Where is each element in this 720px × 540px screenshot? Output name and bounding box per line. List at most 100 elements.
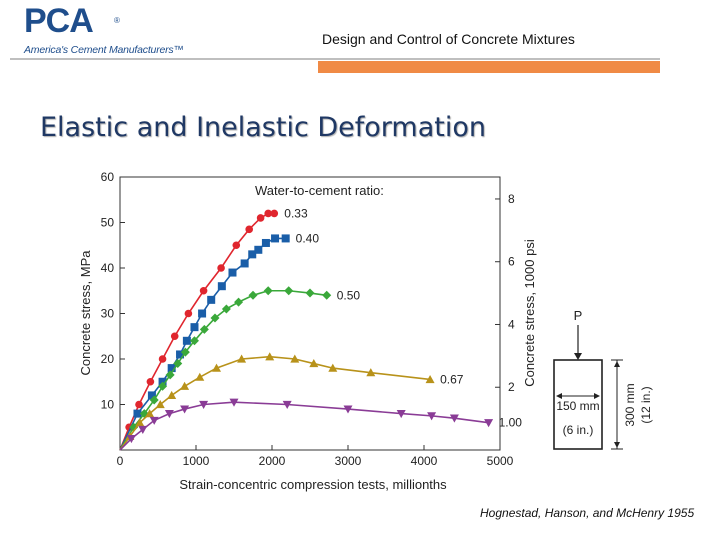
x-axis-label: Strain-concentric compression tests, mil… bbox=[179, 477, 447, 492]
data-point bbox=[425, 374, 435, 384]
series-line bbox=[119, 355, 431, 451]
series-1.00: 1.00 bbox=[119, 398, 522, 451]
data-point bbox=[158, 355, 167, 363]
x-tick-label: 1000 bbox=[183, 454, 210, 468]
data-point bbox=[240, 259, 249, 268]
data-point bbox=[146, 377, 155, 386]
series-label: 0.40 bbox=[296, 231, 320, 245]
data-point bbox=[126, 435, 136, 444]
width-label-in: (6 in.) bbox=[563, 423, 594, 437]
data-point bbox=[180, 405, 190, 414]
load-arrowhead bbox=[574, 353, 582, 360]
logo-registered-mark: ® bbox=[114, 16, 120, 25]
data-point bbox=[190, 323, 199, 332]
data-point bbox=[221, 304, 231, 314]
data-point bbox=[217, 264, 225, 272]
header-rule bbox=[10, 58, 660, 60]
data-point bbox=[234, 297, 244, 307]
data-point bbox=[265, 352, 275, 361]
data-point bbox=[290, 354, 300, 363]
header-title: Design and Control of Concrete Mixtures bbox=[322, 31, 575, 47]
load-label: P bbox=[574, 308, 583, 323]
height-label-mm: 300 mm bbox=[623, 383, 637, 426]
series-line bbox=[119, 401, 489, 451]
data-point bbox=[282, 400, 292, 409]
data-point bbox=[158, 377, 167, 386]
x-tick-label: 2000 bbox=[259, 454, 286, 468]
data-point bbox=[139, 409, 149, 419]
data-point bbox=[133, 409, 142, 418]
series-layer: 0.33 0.40 0.50 0.67 1.00 bbox=[119, 206, 522, 451]
data-point bbox=[232, 241, 241, 250]
data-point bbox=[170, 332, 179, 341]
data-point bbox=[229, 398, 239, 407]
data-point bbox=[254, 245, 263, 254]
series-line bbox=[119, 289, 327, 451]
data-point bbox=[180, 381, 190, 390]
data-point bbox=[158, 381, 168, 391]
data-point bbox=[270, 209, 279, 218]
series-label: 0.67 bbox=[440, 372, 464, 386]
series-0.33: 0.33 bbox=[119, 206, 308, 451]
data-point bbox=[237, 354, 247, 363]
logo-tagline: America's Cement Manufacturers™ bbox=[24, 44, 184, 56]
series-0.40: 0.40 bbox=[119, 231, 320, 451]
data-point bbox=[138, 425, 148, 435]
data-point bbox=[199, 286, 208, 295]
right-y-tick-label: 4 bbox=[508, 317, 515, 331]
x-tick-label: 5000 bbox=[487, 454, 514, 468]
data-point bbox=[228, 268, 237, 277]
data-point bbox=[309, 359, 319, 368]
data-point bbox=[366, 368, 376, 377]
data-point bbox=[305, 288, 315, 298]
data-point bbox=[427, 412, 437, 421]
axes: 0 1000 2000 3000 4000 5000 10 20 30 40 50 60 2 4 6 8 bbox=[101, 170, 515, 468]
width-label-mm: 150 mm bbox=[556, 399, 599, 413]
y-tick-label: 40 bbox=[101, 261, 115, 275]
slide-title: Elastic and Inelastic Deformation bbox=[40, 112, 487, 143]
series-label: 0.33 bbox=[284, 206, 308, 220]
right-y-tick-label: 8 bbox=[508, 192, 515, 206]
series-label: 0.50 bbox=[337, 288, 361, 302]
figure-credit: Hognestad, Hanson, and McHenry 1955 bbox=[480, 506, 695, 520]
data-point bbox=[164, 410, 174, 419]
x-tick-label: 0 bbox=[117, 454, 124, 468]
data-point bbox=[199, 400, 209, 409]
height-arrow-top bbox=[614, 361, 620, 367]
y-tick-label: 50 bbox=[101, 216, 115, 230]
data-point bbox=[155, 400, 165, 409]
data-point bbox=[149, 416, 159, 425]
data-point bbox=[256, 214, 265, 222]
data-point bbox=[264, 209, 272, 218]
y-tick-label: 30 bbox=[101, 307, 115, 321]
width-arrow-left bbox=[556, 393, 562, 399]
data-point bbox=[328, 363, 338, 372]
data-point bbox=[195, 372, 205, 381]
data-point bbox=[173, 359, 183, 369]
data-point bbox=[176, 350, 185, 359]
height-arrow-bottom bbox=[614, 442, 620, 448]
pca-logo: PCA ® America's Cement Manufacturers™ bbox=[22, 2, 212, 58]
height-label-in: (12 in.) bbox=[639, 386, 653, 423]
series-0.50: 0.50 bbox=[119, 286, 361, 451]
data-point bbox=[212, 363, 222, 372]
data-point bbox=[182, 336, 191, 345]
y-tick-label: 10 bbox=[101, 398, 115, 412]
data-point bbox=[343, 405, 353, 414]
y-tick-label: 60 bbox=[101, 170, 115, 184]
data-point bbox=[322, 290, 332, 300]
data-point bbox=[135, 400, 143, 409]
data-point bbox=[217, 282, 226, 291]
data-point bbox=[145, 409, 155, 418]
x-tick-label: 3000 bbox=[335, 454, 362, 468]
data-point bbox=[271, 234, 280, 243]
data-point bbox=[180, 347, 190, 357]
width-arrow-right bbox=[594, 393, 600, 399]
data-point bbox=[189, 336, 199, 346]
header-accent-bar bbox=[318, 61, 660, 73]
data-point bbox=[167, 390, 177, 399]
data-point bbox=[207, 295, 216, 304]
right-y-tick-label: 2 bbox=[508, 380, 515, 394]
x-tick-label: 4000 bbox=[411, 454, 438, 468]
stress-strain-chart: 0 1000 2000 3000 4000 5000 10 20 30 40 50 60 2 4 6 8 0.… bbox=[78, 170, 653, 492]
